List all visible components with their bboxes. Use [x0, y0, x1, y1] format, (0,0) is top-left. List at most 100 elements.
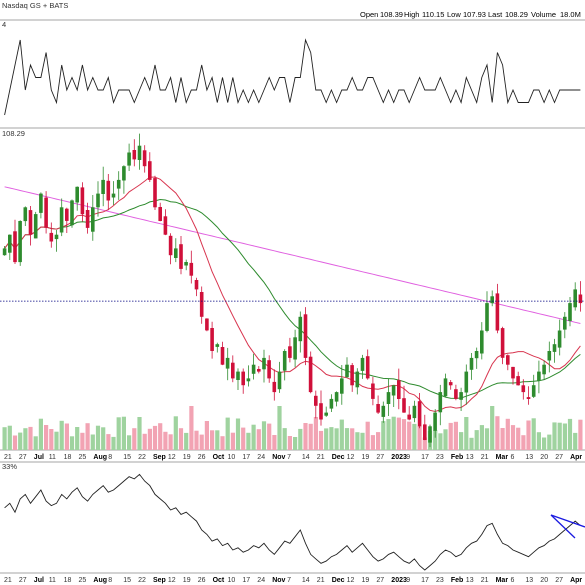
date-tick-label: 22 [138, 577, 146, 584]
trendline-lower [550, 514, 576, 539]
volume-bar [158, 423, 163, 450]
candle-body [340, 378, 344, 394]
volume-value: 18.0M [560, 10, 581, 19]
date-tick-label: 27 [376, 577, 384, 584]
volume-bar [443, 429, 448, 450]
volume-bar [391, 416, 396, 450]
exchange-label: Nasdaq GS + BATS [2, 1, 68, 10]
date-tick-label: Feb [451, 454, 463, 461]
volume-bar [407, 421, 412, 450]
volume-bar [256, 429, 261, 450]
candle-body [33, 214, 38, 239]
date-tick-label: Mar [496, 454, 509, 461]
candle-body [448, 382, 453, 386]
top-indicator-line [4, 38, 581, 116]
volume-bar [101, 427, 106, 450]
volume-bar [490, 406, 495, 450]
low-value: 107.93 [463, 10, 486, 19]
candle-body [314, 395, 318, 406]
volume-bar [344, 428, 350, 450]
date-tick-label: 8 [108, 577, 112, 584]
volume-bar [272, 435, 277, 450]
candle-body [319, 403, 323, 420]
candle-body [39, 193, 43, 213]
bottom-indicator-label: 33% [2, 462, 17, 471]
date-tick-label: 21 [481, 454, 489, 461]
volume-bar [329, 427, 334, 450]
date-tick-label: 17 [242, 454, 250, 461]
volume-bar [194, 430, 199, 450]
candle-body [96, 193, 100, 208]
volume-bar [484, 428, 490, 450]
candle-body [334, 392, 339, 402]
volume-bar [381, 421, 386, 450]
date-tick-label: Dec [332, 454, 345, 461]
candle-body [272, 381, 277, 393]
ma-long-line [4, 186, 581, 324]
date-tick-label: 14 [302, 454, 310, 461]
candle-body [324, 412, 328, 416]
volume-bar [552, 422, 557, 450]
date-tick-label: Mar [496, 577, 509, 584]
volume-bar [132, 428, 137, 450]
last-value: 108.29 [505, 10, 528, 19]
candle-body [236, 371, 240, 380]
volume-bar [127, 435, 132, 450]
candle-body [132, 150, 137, 160]
date-tick-label: 12 [347, 577, 355, 584]
bottom-indicator-path [4, 473, 581, 571]
date-tick-label: Oct [213, 577, 225, 584]
candle-body [282, 351, 287, 371]
date-tick-label: Sep [153, 577, 166, 584]
volume-bar [438, 433, 443, 450]
volume-bar [510, 425, 516, 450]
candle-body [407, 414, 411, 420]
volume-bar [12, 435, 18, 450]
candle-body [402, 398, 406, 413]
volume-bar [168, 434, 173, 450]
volume-bar [49, 429, 54, 450]
candle-body [65, 208, 69, 221]
candle-body [521, 385, 526, 393]
candle-body [365, 356, 370, 379]
volume-bar [339, 419, 344, 450]
date-tick-label: 25 [79, 454, 87, 461]
date-tick-label: 21 [4, 577, 12, 584]
volume-bar [464, 417, 469, 450]
volume-bar [163, 431, 168, 450]
date-tick-label: 6 [511, 577, 515, 584]
date-tick-label: 15 [123, 577, 131, 584]
volume-bar [365, 421, 370, 450]
candle-body [106, 180, 111, 201]
date-tick-label: 17 [242, 577, 250, 584]
volume-bar [282, 428, 287, 450]
date-tick-label: 20 [540, 454, 548, 461]
top-indicator-label: 4 [2, 20, 6, 29]
candle-body [225, 357, 230, 369]
date-tick-label: Aug [93, 577, 107, 584]
candle-body [44, 197, 48, 228]
candle-body [158, 207, 162, 221]
candle-body [179, 244, 183, 269]
volume-bar [401, 419, 407, 450]
date-tick-label: 2023 [391, 454, 407, 461]
open-label: Open [360, 10, 378, 19]
volume-bar [267, 423, 272, 450]
candle-body [371, 383, 375, 399]
volume-bar [142, 433, 147, 450]
date-tick-label: 26 [198, 454, 206, 461]
date-tick-label: Aug [93, 454, 107, 461]
volume-bar [111, 436, 116, 450]
top-indicator-path [4, 38, 581, 116]
candle-body [137, 145, 142, 160]
candle-body [490, 296, 494, 304]
candle-body [101, 179, 105, 194]
date-tick-label: 17 [421, 454, 429, 461]
volume-bar [526, 420, 531, 450]
candle-body [241, 371, 245, 386]
volume-bar [38, 418, 43, 450]
candle-body [360, 357, 365, 371]
candle-body [54, 234, 59, 240]
volume-bar [396, 417, 401, 450]
candle-body [168, 235, 173, 256]
